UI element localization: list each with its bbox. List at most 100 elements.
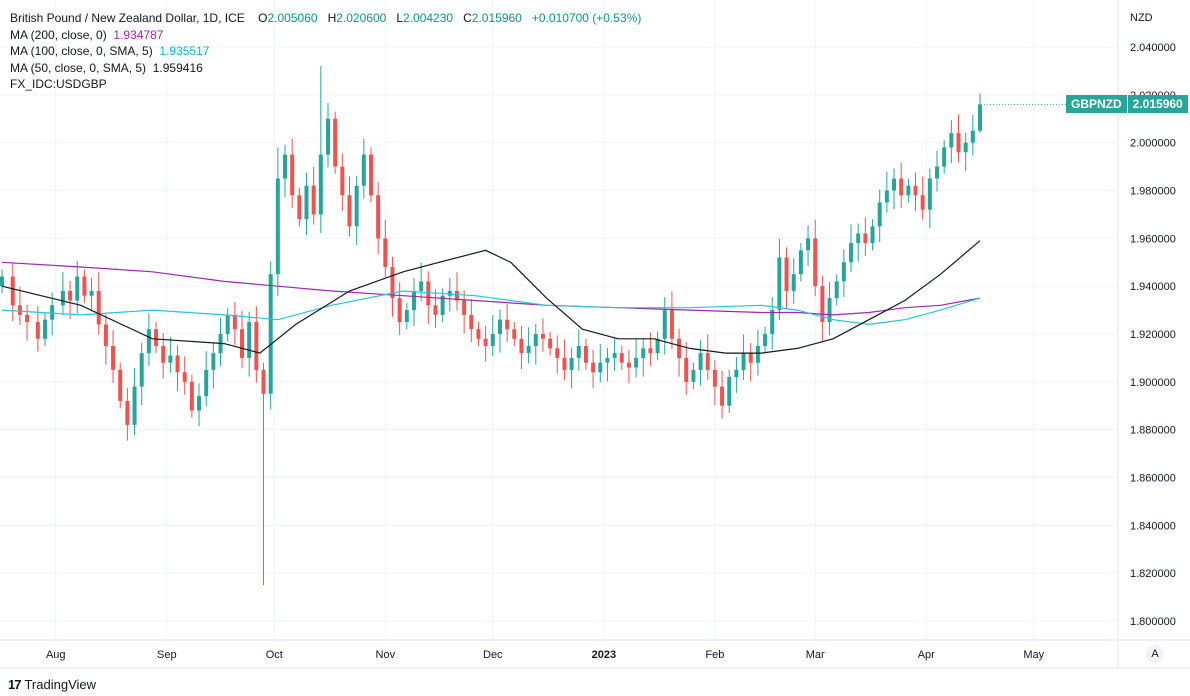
candle-up [283,154,288,179]
candle-down [35,322,40,339]
candle-down [118,369,123,401]
x-tick-label: Dec [483,649,503,661]
candle-down [103,324,108,346]
candle-up [268,274,273,394]
price-tag-value: 2.015960 [1127,95,1188,114]
ma100-label: MA (100, close, 0, SMA, 5) [10,44,153,58]
candle-up [576,345,581,358]
y-tick-label: 1.940000 [1130,281,1176,293]
candle-down [17,305,22,315]
candle-up [849,243,854,263]
candle-down [240,329,245,358]
auto-scale-button[interactable]: A [1146,645,1164,663]
candle-up [569,357,574,370]
y-tick-label: 2.040000 [1130,42,1176,54]
candle-down [290,154,295,196]
x-tick-label: Sep [157,649,177,661]
candle-down [626,362,631,368]
y-tick-label: 1.800000 [1130,616,1176,628]
candle-up [641,348,646,358]
legend-ohlc-row: British Pound / New Zealand Dollar, 1D, … [10,10,641,27]
candle-down [254,322,259,370]
candle-up [734,369,739,378]
candle-up [275,178,280,275]
legend-close: 2.015960 [471,11,522,25]
legend-ma50[interactable]: MA (50, close, 0, SMA, 5) 1.959416 [10,60,641,77]
candle-down [426,281,431,306]
candle-down [813,238,818,287]
y-tick-label: 1.820000 [1130,568,1176,580]
ma50-line [1,240,981,354]
ma200-label: MA (200, close, 0) [10,27,107,42]
y-tick-label: 1.860000 [1130,473,1176,485]
legend-low-label: L [396,11,404,25]
candle-down [175,355,180,373]
candle-down [10,276,15,306]
candle-down [154,329,159,346]
candle-up [146,329,151,354]
candle-down [720,386,725,406]
y-tick-label: 1.920000 [1130,329,1176,341]
brand-name: TradingView [24,677,97,692]
legend-open-label: O [258,11,268,25]
candle-down [161,345,166,363]
candle-down [476,329,481,339]
chart-legend: British Pound / New Zealand Dollar, 1D, … [10,10,641,93]
x-tick-label: Nov [376,649,396,661]
tradingview-logo: 17 TradingView [8,677,96,692]
candle-up [598,362,603,373]
legend-title: British Pound / New Zealand Dollar, 1D, … [10,11,245,25]
legend-change: +0.010700 (+0.53%) [531,11,642,25]
candle-up [884,190,889,203]
x-tick-label: May [1023,649,1044,661]
last-price-tag: GBPNZD 2.015960 [1066,95,1188,114]
candle-down [784,257,789,291]
candle-up [419,281,424,291]
y-tick-label: 2.000000 [1130,138,1176,150]
legend-compare-symbol[interactable]: FX_IDC:USDGBP [10,76,641,93]
compare-symbol-label: FX_IDC:USDGBP [10,77,107,91]
legend-ma100[interactable]: MA (100, close, 0, SMA, 5) 1.935517 [10,43,641,60]
candle-up [225,314,230,334]
candle-down [68,290,73,301]
candle-up [892,178,897,191]
candle-down [25,314,30,323]
candle-up [763,334,768,346]
moving-averages [1,240,981,354]
axis-currency-label: NZD [1130,12,1153,24]
candle-up [691,369,696,382]
candle-up [777,257,782,311]
candle-down [512,329,517,339]
candle-up [856,233,861,244]
candle-down [555,348,560,358]
legend-ma200[interactable]: MA (200, close, 0) 1.934787 [10,27,641,44]
candle-down [82,276,87,296]
candle-up [139,353,144,387]
candle-up [197,396,202,411]
candle-up [927,178,932,210]
candle-up [354,185,359,227]
candle-up [204,369,209,397]
candle-up [361,154,366,186]
candle-down [111,345,116,370]
candle-up [318,154,323,215]
candle-down [347,195,352,227]
x-tick-label: 2023 [592,649,616,661]
candle-down [96,290,101,325]
candle-down [820,286,825,323]
candle-up [168,355,173,363]
candle-up [247,322,252,358]
price-tag-symbol: GBPNZD [1066,95,1127,114]
candle-down [748,353,753,363]
candle-down [297,195,302,220]
candle-down [619,353,624,363]
candle-up [605,357,610,363]
candle-up [533,334,538,346]
candle-up [447,290,452,296]
candle-up [841,262,846,282]
candle-down [548,338,553,349]
candle-up [612,353,617,358]
candle-down [669,310,674,339]
ma50-value: 1.959416 [152,60,203,75]
